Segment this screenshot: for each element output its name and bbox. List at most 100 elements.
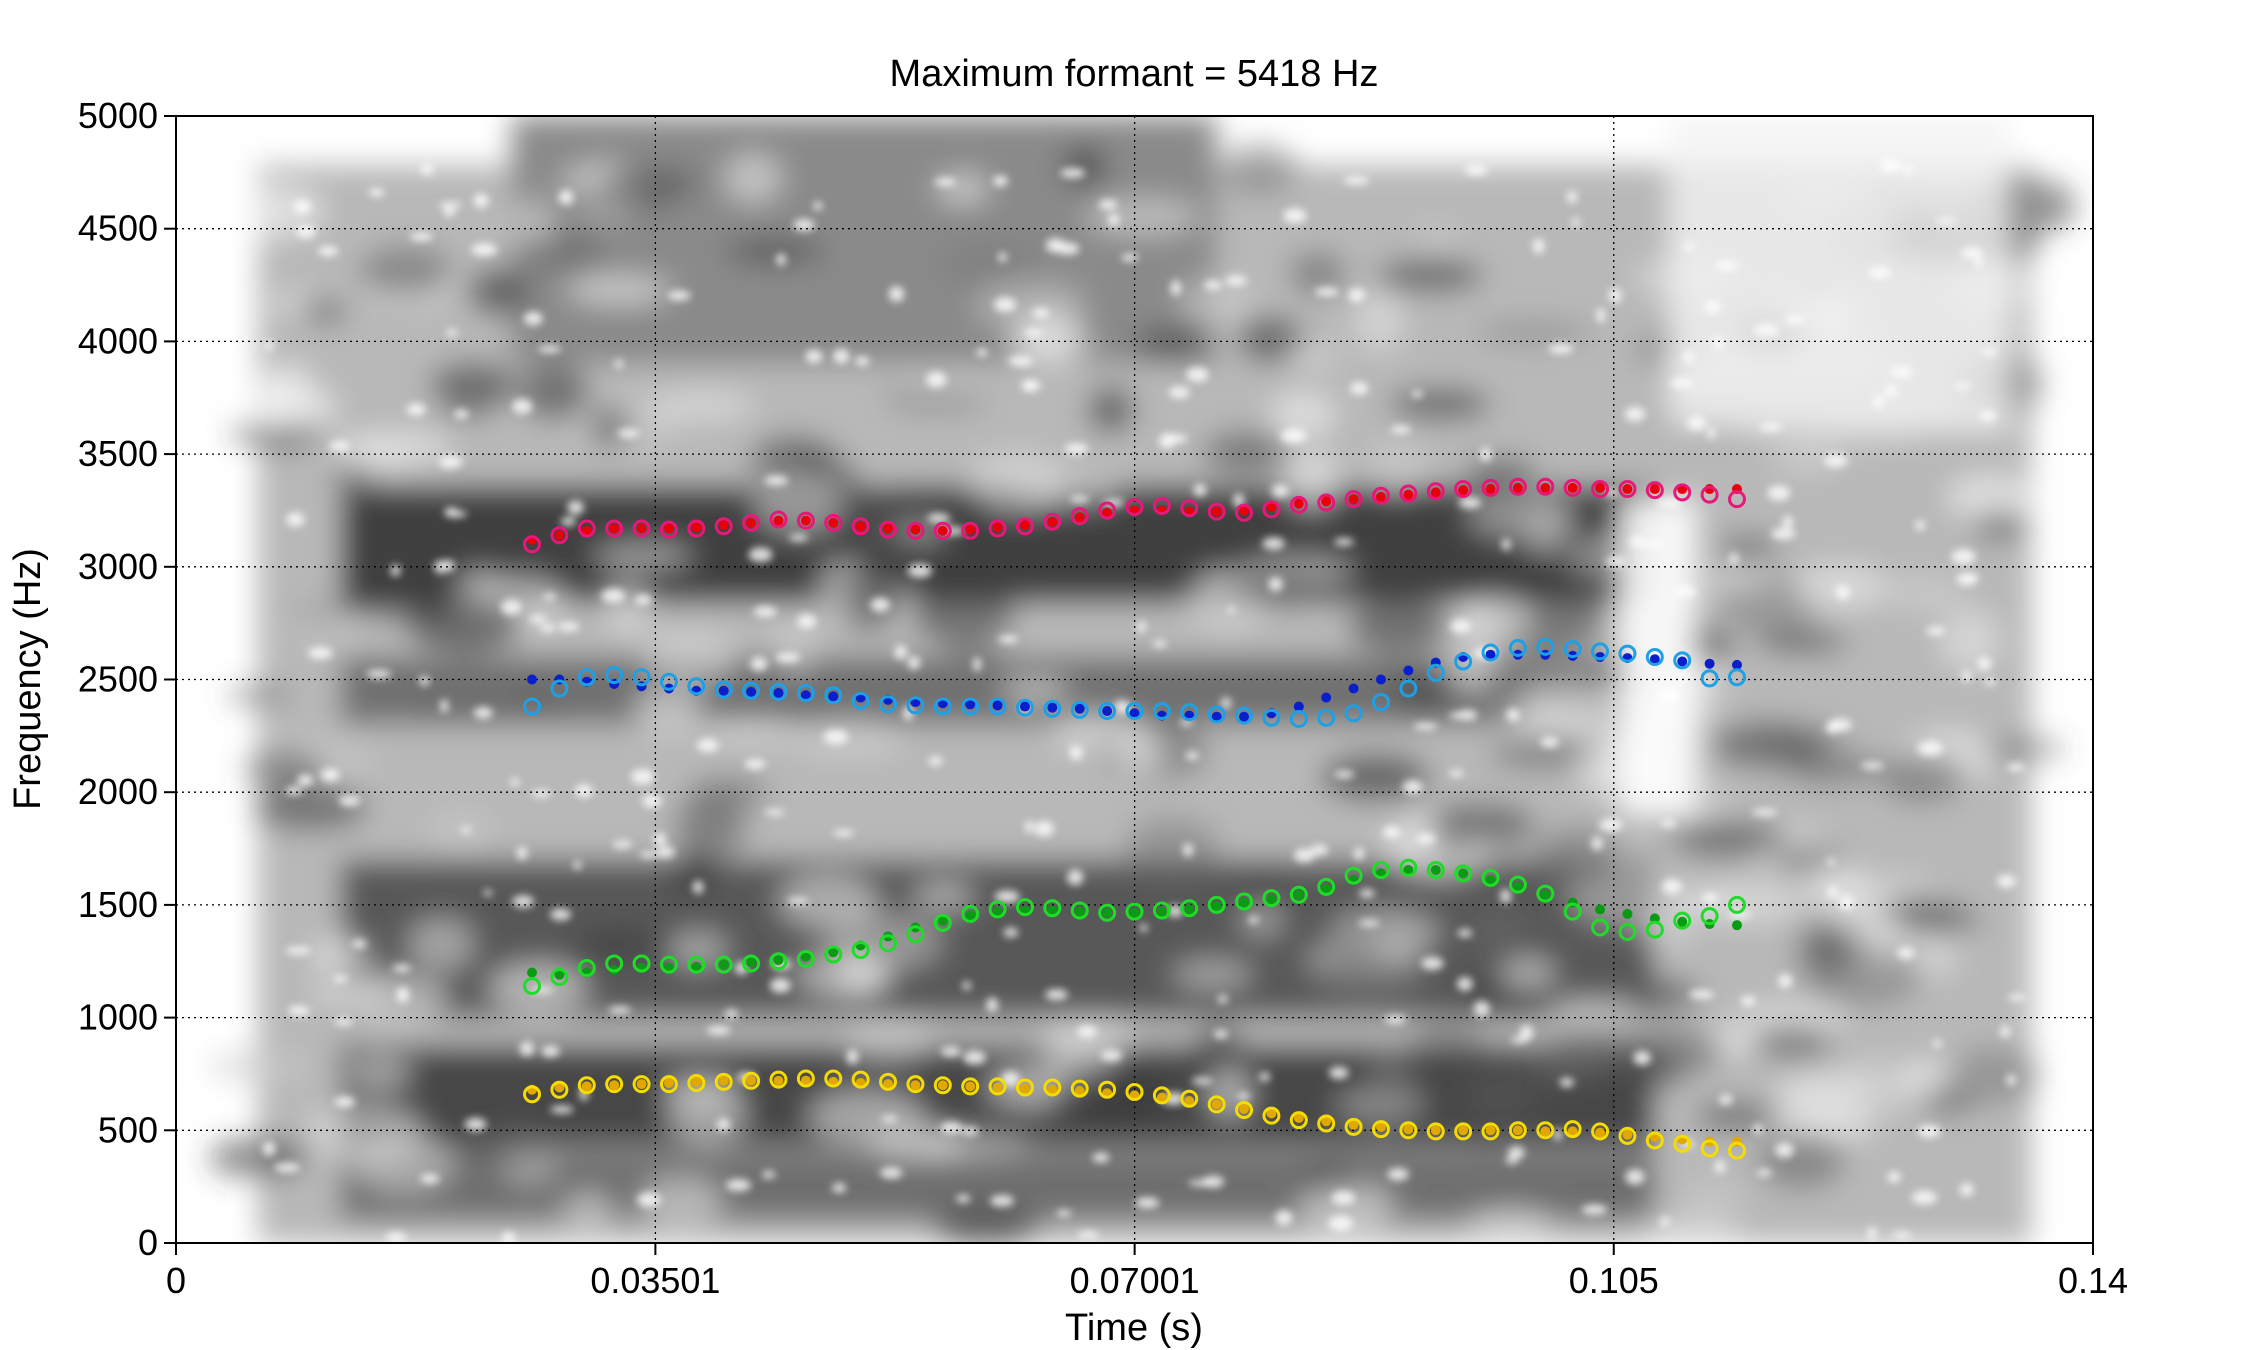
formant-point-open <box>1454 480 1473 499</box>
formant-point-open <box>1180 499 1199 518</box>
formant-point-filled <box>1047 516 1058 527</box>
formant-point-filled <box>1321 692 1332 703</box>
formant-series-2 <box>523 637 1746 728</box>
formant-point-filled <box>1239 1103 1250 1114</box>
formant-point-open <box>796 684 815 703</box>
formant-point-open <box>796 511 815 530</box>
formant-point-open <box>851 940 870 959</box>
formant-point-open <box>1563 640 1582 659</box>
y-tick-label: 0 <box>138 1222 158 1263</box>
y-axis-label: Frequency (Hz) <box>7 548 49 810</box>
x-axis: 0 0.03501 0.07001 0.105 0.14 <box>166 1243 2128 1301</box>
y-tick-label: 3500 <box>78 433 158 474</box>
formant-point-filled <box>1375 491 1386 502</box>
formant-point-open <box>632 519 651 538</box>
formant-point-open <box>742 681 761 700</box>
formant-points <box>523 477 1746 1160</box>
formant-point-open <box>1536 884 1555 903</box>
formant-point-filled <box>1348 683 1359 694</box>
formant-point-open <box>933 697 952 716</box>
formant-point-open <box>1508 477 1527 496</box>
formant-point-open <box>961 904 980 923</box>
formant-point-filled <box>773 1075 784 1086</box>
formant-point-open <box>1289 495 1308 514</box>
formant-point-open <box>1673 483 1692 502</box>
formant-point-filled <box>1266 1108 1277 1119</box>
x-tick-label: 0 <box>166 1260 186 1301</box>
formant-point-filled <box>773 515 784 526</box>
formant-point-open <box>1235 503 1254 522</box>
formant-point-open <box>1618 1126 1637 1145</box>
formant-point-filled <box>663 1077 674 1088</box>
formant-point-open <box>1207 1095 1226 1114</box>
x-tick-label: 0.14 <box>2058 1260 2128 1301</box>
formant-point-open <box>851 517 870 536</box>
formant-point-open <box>1043 699 1062 718</box>
formant-point-open <box>714 955 733 974</box>
formant-point-filled <box>1019 701 1030 712</box>
formant-point-open <box>824 1069 843 1088</box>
formant-point-filled <box>691 522 702 533</box>
formant-point-open <box>1700 485 1719 504</box>
formant-point-open <box>1070 901 1089 920</box>
formant-point-filled <box>1375 674 1386 685</box>
formant-point-filled <box>1595 482 1606 493</box>
formant-point-open <box>1180 1089 1199 1108</box>
formant-point-open <box>879 934 898 953</box>
y-tick-label: 500 <box>98 1109 158 1150</box>
formant-point-open <box>1152 496 1171 515</box>
formant-point-filled <box>1485 1125 1496 1136</box>
formant-point-filled <box>1047 905 1058 916</box>
formant-point-open <box>1262 708 1281 727</box>
formant-point-open <box>906 521 925 540</box>
formant-point-open <box>906 1075 925 1094</box>
formant-point-filled <box>992 700 1003 711</box>
formant-point-filled <box>1239 711 1250 722</box>
formant-point-open <box>1536 637 1555 656</box>
formant-point-filled <box>636 1079 647 1090</box>
formant-point-filled <box>581 525 592 536</box>
formant-point-filled <box>800 690 811 701</box>
formant-point-open <box>1043 512 1062 531</box>
formant-point-open <box>714 1072 733 1091</box>
formant-point-open <box>1618 922 1637 941</box>
formant-point-open <box>1536 477 1555 496</box>
formant-point-open <box>769 510 788 529</box>
formant-point-filled <box>1512 482 1523 493</box>
formant-point-filled <box>1649 484 1660 495</box>
formant-point-open <box>1289 709 1308 728</box>
formant-point-open <box>1673 651 1692 670</box>
formant-point-open <box>1344 866 1363 885</box>
formant-point-open <box>1098 501 1117 520</box>
formant-point-open <box>659 672 678 691</box>
formant-point-filled <box>1102 706 1113 717</box>
formant-point-filled <box>1403 1124 1414 1135</box>
chart-title: Maximum formant = 5418 Hz <box>890 53 1379 95</box>
formant-point-open <box>1344 704 1363 723</box>
formant-point-open <box>988 519 1007 538</box>
formant-point-filled <box>636 523 647 534</box>
formant-point-open <box>1371 860 1390 879</box>
formant-point-open <box>1152 702 1171 721</box>
formant-point-filled <box>1239 897 1250 908</box>
formant-point-open <box>523 1085 542 1104</box>
formant-point-open <box>851 691 870 710</box>
formant-point-filled <box>883 1079 894 1090</box>
formant-point-open <box>1536 1121 1555 1140</box>
formant-point-open <box>961 521 980 540</box>
formant-point-open <box>742 513 761 532</box>
formant-point-open <box>577 959 596 978</box>
formant-point-filled <box>718 1075 729 1086</box>
formant-point-filled <box>828 947 839 958</box>
formant-point-filled <box>1595 1127 1606 1138</box>
formant-point-open <box>1426 482 1445 501</box>
formant-point-open <box>1344 1117 1363 1136</box>
formant-point-open <box>1125 702 1144 721</box>
formant-point-filled <box>800 951 811 962</box>
y-tick-label: 3000 <box>78 546 158 587</box>
formant-point-open <box>577 1076 596 1095</box>
formant-point-open <box>1317 493 1336 512</box>
x-tick-label: 0.03501 <box>590 1260 720 1301</box>
formant-point-open <box>523 977 542 996</box>
formant-point-filled <box>1293 498 1304 509</box>
